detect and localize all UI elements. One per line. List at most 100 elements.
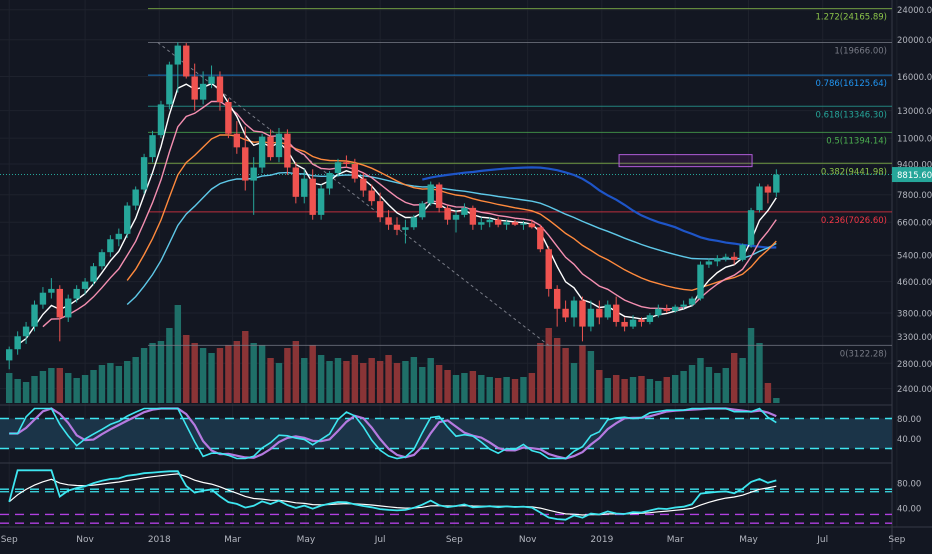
candle-body-88 <box>747 210 755 245</box>
x-tick-label-4: May <box>297 535 316 545</box>
volume-bar-51 <box>435 365 443 403</box>
volume-bar-88 <box>747 328 755 403</box>
fibonacci-levels: 1.272(24165.89) 1(19666.00) 0.786(16125.64… <box>148 8 892 359</box>
candle-body-76 <box>646 315 654 322</box>
osc-tick-label-1: 40.00 <box>897 505 921 515</box>
volume-bar-46 <box>393 363 401 403</box>
candle-body-59 <box>503 222 510 225</box>
volume-bar-64 <box>545 328 552 403</box>
rsi-tick-label-0: 80.00 <box>897 415 921 425</box>
volume-bar-91 <box>773 398 780 403</box>
volume-bar-79 <box>671 375 679 403</box>
candle-body-5 <box>48 288 55 293</box>
volume-bar-25 <box>216 348 224 403</box>
volume-bar-26 <box>225 345 232 403</box>
volume-bar-24 <box>208 353 215 403</box>
candle-body-0 <box>6 349 13 361</box>
volume-bar-27 <box>233 341 241 403</box>
volume-bar-82 <box>697 358 704 403</box>
volume-bar-83 <box>705 367 713 403</box>
candle-body-33 <box>284 133 291 168</box>
volume-bar-37 <box>317 355 325 403</box>
volume-bar-85 <box>722 368 729 403</box>
candle-body-32 <box>275 133 283 158</box>
volume-bar-4 <box>39 371 47 403</box>
fib-label-4: 0.5(11394.14) <box>826 136 887 146</box>
candle-body-65 <box>553 288 561 309</box>
candle-body-10 <box>90 266 97 282</box>
candle-body-9 <box>81 281 89 289</box>
candle-body-39 <box>334 162 342 173</box>
volume-bar-77 <box>655 381 662 403</box>
volume-bar-13 <box>115 366 123 403</box>
y-tick-label-13: 2400.00 <box>897 385 932 395</box>
candle-body-18 <box>157 104 165 136</box>
candle-body-17 <box>149 135 156 158</box>
candle-body-41 <box>351 163 359 179</box>
volume-bar-17 <box>149 343 156 403</box>
candle-body-55 <box>469 207 477 225</box>
x-tick-label-10: May <box>739 535 758 545</box>
candle-body-8 <box>73 288 80 299</box>
volume-bar-18 <box>157 341 165 403</box>
candle-body-74 <box>629 319 637 327</box>
volume-bar-87 <box>739 358 746 403</box>
y-tick-label-9: 4600.00 <box>897 278 932 288</box>
x-tick-label-5: Jul <box>374 535 386 545</box>
candle-body-48 <box>410 217 418 228</box>
volume-bar-31 <box>267 358 274 403</box>
volume-bar-54 <box>461 373 468 403</box>
volume-bar-89 <box>756 343 763 403</box>
volume-bar-73 <box>621 379 628 403</box>
candle-body-2 <box>22 326 30 337</box>
volume-bar-14 <box>124 361 131 403</box>
volume-bar-49 <box>419 367 426 403</box>
candle-body-16 <box>140 157 148 190</box>
volume-bar-34 <box>292 341 300 403</box>
volume-bar-44 <box>376 361 384 403</box>
candle-body-7 <box>65 298 72 318</box>
candle-body-25 <box>216 76 224 102</box>
y-tick-label-6: 7800.00 <box>897 191 932 201</box>
candle-body-15 <box>132 189 139 206</box>
volume-bar-78 <box>663 377 670 403</box>
candle-body-4 <box>39 292 47 305</box>
volume-bar-30 <box>258 345 266 403</box>
y-tick-label-12: 2800.00 <box>897 360 932 370</box>
candle-body-75 <box>638 319 645 322</box>
volume-bar-58 <box>494 378 502 403</box>
candle-body-22 <box>191 76 198 100</box>
volume-bar-74 <box>629 377 637 403</box>
candle-body-29 <box>250 167 257 181</box>
volume-bar-0 <box>6 373 13 403</box>
x-tick-label-11: Jul <box>816 535 828 545</box>
volume-bar-38 <box>326 361 333 403</box>
y-tick-label-5: 9400.00 <box>897 160 932 170</box>
candle-body-71 <box>604 304 611 318</box>
y-tick-label-1: 20000.00 <box>897 36 932 46</box>
volume-bar-52 <box>444 370 451 403</box>
volume-bar-2 <box>22 382 30 403</box>
x-tick-label-6: Sep <box>446 535 463 545</box>
candle-body-81 <box>688 298 696 305</box>
volume-bar-70 <box>596 370 603 403</box>
candle-body-60 <box>511 222 519 225</box>
y-tick-label-8: 5400.00 <box>897 252 932 262</box>
candle-body-80 <box>680 304 687 307</box>
volume-bar-7 <box>65 373 72 403</box>
osc-tick-label-0: 80.00 <box>897 479 921 489</box>
candle-body-67 <box>570 300 578 318</box>
stoch-k-line <box>9 407 777 460</box>
volume-bar-55 <box>469 371 477 403</box>
candle-body-57 <box>486 219 493 223</box>
candle-body-13 <box>115 233 123 240</box>
candle-body-31 <box>267 136 274 158</box>
highlight-box <box>618 154 753 168</box>
candle-body-3 <box>31 304 38 327</box>
candle-body-91 <box>773 174 780 193</box>
volume-bar-20 <box>174 305 182 403</box>
volume-bar-10 <box>90 370 97 403</box>
volume-bar-42 <box>360 363 367 403</box>
x-tick-label-0: Sep <box>1 535 18 545</box>
